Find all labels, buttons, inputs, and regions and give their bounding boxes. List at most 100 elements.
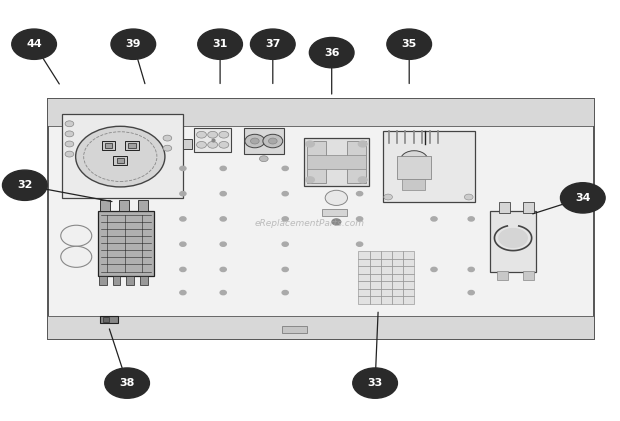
Circle shape (282, 242, 288, 246)
Bar (119, 200, 129, 210)
Bar (381, 296, 392, 304)
Circle shape (468, 217, 474, 221)
Circle shape (111, 29, 156, 59)
Bar (403, 266, 414, 274)
Text: eReplacementParts.com: eReplacementParts.com (255, 219, 365, 229)
Circle shape (282, 290, 288, 295)
Circle shape (263, 134, 283, 148)
Bar (403, 251, 414, 259)
Bar (322, 209, 347, 216)
Circle shape (163, 145, 172, 151)
Bar (307, 155, 366, 169)
Circle shape (220, 217, 226, 221)
Bar (102, 141, 115, 150)
Bar (381, 251, 392, 259)
Bar (62, 114, 183, 198)
Circle shape (401, 151, 428, 169)
Circle shape (197, 141, 206, 148)
Bar (403, 296, 414, 304)
Circle shape (61, 225, 92, 246)
Text: 35: 35 (402, 39, 417, 49)
Bar (48, 316, 594, 339)
Bar (403, 274, 414, 281)
Bar (523, 271, 534, 280)
Bar (523, 202, 534, 213)
Circle shape (464, 194, 473, 200)
Circle shape (2, 170, 47, 200)
Bar (490, 210, 536, 272)
Bar (126, 276, 134, 285)
Bar (383, 131, 475, 202)
Bar (370, 251, 381, 259)
Circle shape (219, 141, 229, 148)
Bar (370, 281, 381, 289)
Circle shape (245, 134, 265, 148)
Circle shape (358, 141, 367, 147)
Text: 44: 44 (26, 39, 42, 49)
Circle shape (468, 290, 474, 295)
Bar (358, 266, 370, 274)
Text: 33: 33 (368, 378, 383, 388)
Circle shape (105, 368, 149, 398)
Bar (138, 200, 148, 210)
Text: 39: 39 (125, 39, 141, 49)
Bar (392, 259, 403, 266)
Bar (370, 266, 381, 274)
Bar (403, 281, 414, 289)
Circle shape (498, 228, 528, 248)
Circle shape (219, 131, 229, 138)
Bar (358, 289, 370, 296)
Circle shape (65, 121, 74, 127)
Circle shape (306, 141, 314, 147)
Circle shape (431, 267, 437, 272)
Circle shape (220, 166, 226, 171)
Bar (392, 289, 403, 296)
Circle shape (306, 177, 314, 183)
Circle shape (260, 156, 268, 162)
Bar (402, 179, 425, 190)
Circle shape (358, 177, 367, 183)
Circle shape (208, 131, 218, 138)
Circle shape (61, 246, 92, 267)
Circle shape (384, 194, 392, 200)
Bar (358, 281, 370, 289)
Bar (113, 156, 127, 165)
Circle shape (76, 126, 165, 187)
Circle shape (180, 166, 186, 171)
Bar (100, 200, 110, 210)
Bar (392, 266, 403, 274)
Bar (370, 289, 381, 296)
Bar (381, 289, 392, 296)
Circle shape (431, 217, 437, 221)
Circle shape (65, 151, 74, 157)
Bar (397, 156, 431, 179)
Bar (282, 326, 307, 333)
Bar (103, 317, 109, 322)
Circle shape (332, 219, 340, 225)
Bar (381, 281, 392, 289)
Bar (358, 259, 370, 266)
Circle shape (220, 192, 226, 196)
Circle shape (220, 290, 226, 295)
Text: 32: 32 (17, 180, 32, 190)
Circle shape (268, 138, 277, 144)
Bar (347, 141, 366, 183)
Bar (105, 143, 112, 148)
Circle shape (12, 29, 56, 59)
Text: 36: 36 (324, 48, 340, 58)
Circle shape (282, 192, 288, 196)
Bar (99, 276, 107, 285)
Bar (381, 266, 392, 274)
Circle shape (387, 29, 432, 59)
Bar (304, 138, 369, 186)
Bar (48, 99, 594, 126)
Bar (244, 128, 284, 154)
Circle shape (180, 217, 186, 221)
Bar (358, 296, 370, 304)
Circle shape (65, 131, 74, 137)
Text: 34: 34 (575, 193, 590, 203)
Text: 31: 31 (213, 39, 228, 49)
Bar (113, 276, 120, 285)
Circle shape (282, 217, 288, 221)
Bar (497, 271, 508, 280)
